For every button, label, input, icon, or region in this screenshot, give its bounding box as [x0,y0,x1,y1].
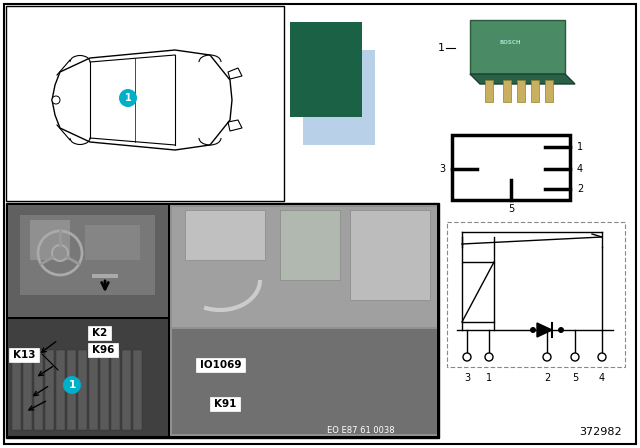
Text: 5: 5 [508,204,514,214]
Bar [67,350,76,430]
Bar [350,210,430,300]
Text: 1: 1 [486,373,492,383]
Bar [9,348,38,362]
Bar [455,12,570,122]
Bar [172,329,437,434]
Text: K96: K96 [92,345,114,355]
Bar [280,210,340,280]
Bar [185,210,265,260]
Bar [85,225,140,260]
Bar [517,80,525,102]
Text: 3: 3 [439,164,445,174]
Text: 5: 5 [572,373,578,383]
Bar [6,203,439,438]
Bar [170,205,437,436]
Bar [111,350,120,430]
Text: 3: 3 [464,373,470,383]
Bar [88,326,111,340]
Bar [12,350,21,430]
Circle shape [543,353,551,361]
Bar [89,350,98,430]
Bar [45,350,54,430]
Text: K13: K13 [13,350,35,360]
Bar [23,350,32,430]
Bar [122,350,131,430]
Text: 372982: 372982 [579,427,621,437]
Bar [56,350,65,430]
Circle shape [63,376,81,394]
Bar [30,220,70,260]
Text: K91: K91 [214,399,236,409]
Bar [172,207,437,327]
Circle shape [52,96,60,104]
Bar [531,80,539,102]
Bar [290,22,362,117]
Text: BOSCH: BOSCH [499,39,521,44]
Text: 2: 2 [577,184,583,194]
Text: IO1069: IO1069 [200,360,241,370]
Bar [545,80,553,102]
Bar [210,397,239,411]
Text: 1: 1 [438,43,445,53]
Polygon shape [470,20,565,74]
Polygon shape [537,323,552,337]
Bar [447,222,625,367]
Bar [462,262,494,322]
Bar [503,80,511,102]
Text: 1: 1 [125,93,131,103]
Circle shape [530,327,536,333]
Bar [88,343,118,357]
Polygon shape [470,74,575,84]
Bar [100,350,109,430]
Bar [20,215,155,295]
Circle shape [558,327,564,333]
Text: 1: 1 [577,142,583,152]
Text: 4: 4 [599,373,605,383]
Bar [196,358,245,372]
Bar [92,274,118,278]
Bar [78,350,87,430]
Bar [133,350,142,430]
Text: 4: 4 [577,164,583,174]
Bar [34,350,43,430]
Bar [452,135,570,200]
Text: 2: 2 [544,373,550,383]
Bar [8,319,168,436]
Circle shape [571,353,579,361]
Bar [8,205,168,317]
Text: K2: K2 [92,328,107,338]
Circle shape [485,353,493,361]
Bar [6,6,284,201]
Text: EO E87 61 0038: EO E87 61 0038 [328,426,395,435]
Bar [303,50,375,145]
Circle shape [119,89,137,107]
Text: 1: 1 [68,380,76,390]
Bar [485,80,493,102]
Circle shape [463,353,471,361]
Circle shape [598,353,606,361]
